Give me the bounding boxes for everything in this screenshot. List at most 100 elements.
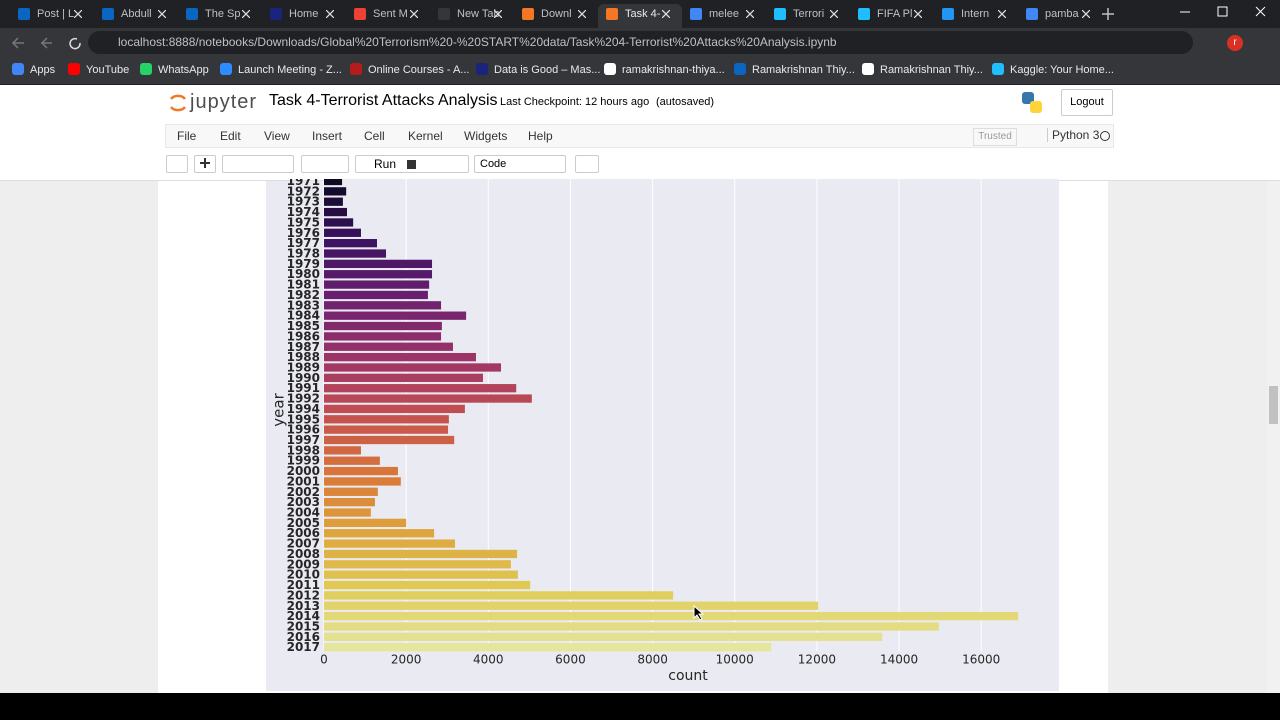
menu-item[interactable]: Widgets — [464, 129, 508, 143]
keyboard-button[interactable] — [575, 155, 599, 173]
scrollbar[interactable] — [1267, 181, 1280, 693]
bookmark[interactable]: Ramakrishnan Thiy... — [734, 57, 855, 84]
bookmark-label: Kaggle: Your Home... — [1010, 64, 1114, 76]
tab-close[interactable] — [578, 10, 586, 18]
y-tick-label: 2015 — [287, 619, 320, 633]
tab-close[interactable] — [830, 10, 838, 18]
tab-close[interactable] — [662, 10, 670, 18]
menubar — [165, 124, 1114, 148]
tab[interactable]: Home — [262, 4, 346, 28]
bookmark-icon — [220, 63, 232, 75]
bar — [324, 591, 674, 600]
url: localhost:8888/notebooks/Downloads/Globa… — [118, 35, 837, 49]
menu-item[interactable]: Kernel — [408, 129, 443, 143]
bar — [324, 560, 511, 569]
tab[interactable]: Intern — [934, 4, 1018, 28]
y-tick-label: 2014 — [287, 609, 320, 623]
window-controls[interactable] — [1178, 0, 1278, 28]
logout-button[interactable]: Logout — [1061, 89, 1113, 116]
bookmark[interactable]: WhatsApp — [140, 57, 209, 84]
bookmark-icon — [604, 63, 616, 75]
tab-close[interactable] — [998, 10, 1006, 18]
bookmark[interactable]: YouTube — [68, 57, 129, 84]
tab-close[interactable] — [1082, 10, 1090, 18]
bar — [324, 611, 1019, 621]
y-tick-label: 1975 — [287, 215, 320, 229]
tab-title: Home — [289, 8, 319, 20]
cell-type-select[interactable]: Code — [474, 155, 566, 173]
add-cell-button[interactable] — [194, 155, 216, 173]
save-button[interactable] — [166, 155, 188, 173]
new-tab[interactable] — [1100, 6, 1116, 22]
menu-item[interactable]: Help — [528, 129, 553, 143]
bookmark[interactable]: Online Courses - A... — [350, 57, 470, 84]
tab-icon — [690, 8, 702, 20]
y-tick-label: 1991 — [287, 381, 320, 395]
tab-close[interactable] — [746, 10, 754, 18]
tab-title: Intern — [961, 8, 990, 20]
bookmark[interactable]: Data is Good – Mas... — [476, 57, 600, 84]
bookmark[interactable]: Apps — [12, 57, 55, 84]
menu-item[interactable]: Cell — [364, 129, 385, 143]
tab[interactable]: Terrori — [766, 4, 850, 28]
notebook-title[interactable]: Task 4-Terrorist Attacks Analysis — [269, 92, 498, 109]
tab-close[interactable] — [242, 10, 250, 18]
bookmark[interactable]: Kaggle: Your Home... — [992, 57, 1114, 84]
bookmark[interactable]: ramakrishnan-thiya... — [604, 57, 725, 84]
tab[interactable]: The Sp — [178, 4, 262, 28]
tab[interactable]: New Tab — [430, 4, 514, 28]
bar — [324, 456, 380, 465]
tab-close[interactable] — [494, 10, 502, 18]
omnibox[interactable]: localhost:8888/notebooks/Downloads/Globa… — [88, 31, 1193, 54]
tab[interactable]: Downl — [514, 4, 598, 28]
move-buttons[interactable] — [301, 155, 349, 173]
run-buttons[interactable]: Run — [355, 155, 469, 173]
tab[interactable]: Abdull — [94, 4, 178, 28]
bookmark-label: YouTube — [86, 64, 130, 76]
bar — [324, 187, 347, 196]
profile[interactable]: r — [1227, 35, 1243, 51]
jupyter-icon — [169, 94, 187, 112]
tab[interactable]: Task 4- — [598, 4, 682, 28]
bookmark-label: Apps — [30, 64, 56, 76]
bookmark[interactable]: Launch Meeting - Z... — [220, 57, 342, 84]
scroll-thumb[interactable] — [1269, 386, 1278, 424]
tab[interactable]: pamba — [1018, 4, 1102, 28]
tab-title: New Tab — [457, 8, 500, 20]
bookmark[interactable]: Ramakrishnan Thiy... — [862, 57, 983, 84]
menu-item[interactable]: Edit — [220, 129, 241, 143]
menu-item[interactable]: Insert — [312, 129, 343, 143]
taskbar — [0, 693, 1280, 720]
trusted[interactable]: Trusted — [973, 128, 1017, 146]
bar — [324, 228, 361, 237]
tab[interactable]: melee — [682, 4, 766, 28]
bar — [324, 498, 375, 507]
menu-item[interactable]: View — [264, 129, 290, 143]
bookmark-icon — [68, 63, 80, 75]
nav-buttons[interactable] — [8, 34, 88, 52]
menu-item[interactable]: File — [177, 129, 197, 143]
tab-close[interactable] — [410, 10, 418, 18]
tab-title: Task 4- — [625, 8, 661, 20]
tab[interactable]: Sent M — [346, 4, 430, 28]
bar — [324, 270, 433, 279]
bar — [324, 290, 428, 300]
tab-close[interactable] — [158, 10, 166, 18]
tab-close[interactable] — [74, 10, 82, 18]
bookmarks-bar: Apps YouTube WhatsApp Launch Meeting - Z...… — [0, 57, 1280, 85]
y-axis-label: year — [270, 392, 288, 426]
tab-icon — [522, 8, 534, 20]
tab[interactable]: FIFA Pl — [850, 4, 934, 28]
bar — [324, 622, 939, 631]
bookmark-label: ramakrishnan-thiya... — [622, 64, 725, 76]
edit-buttons[interactable] — [222, 155, 294, 173]
y-tick-label: 1994 — [287, 402, 320, 416]
tab-close[interactable] — [326, 10, 334, 18]
bar — [324, 601, 819, 610]
y-tick-label: 1997 — [287, 433, 320, 447]
tab-close[interactable] — [914, 10, 922, 18]
tab[interactable]: Post | L — [10, 4, 94, 28]
bar — [324, 435, 455, 445]
y-tick-label: 2013 — [287, 599, 320, 613]
